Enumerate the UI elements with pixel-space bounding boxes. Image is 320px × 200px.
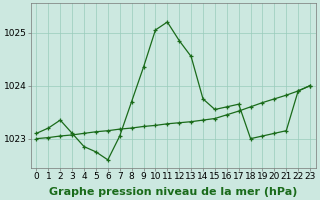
X-axis label: Graphe pression niveau de la mer (hPa): Graphe pression niveau de la mer (hPa)	[49, 187, 298, 197]
